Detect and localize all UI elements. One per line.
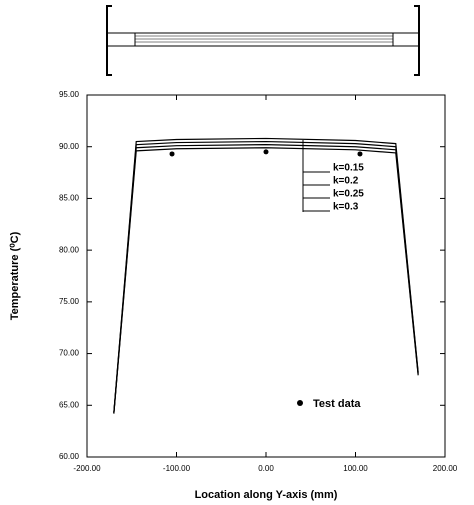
series-line: [113, 144, 419, 414]
x-tick-label: 0.00: [258, 464, 274, 473]
x-tick-label: 200.00: [433, 464, 458, 473]
y-axis-label: Temperature (⁰C): [9, 231, 21, 320]
series-line: [113, 140, 419, 413]
y-tick-label: 95.00: [59, 90, 80, 99]
test-point: [263, 149, 269, 155]
y-tick-label: 70.00: [59, 349, 80, 358]
x-tick-label: -100.00: [163, 464, 191, 473]
test-point: [169, 151, 175, 157]
x-tick-label: -200.00: [73, 464, 101, 473]
y-tick-label: 80.00: [59, 245, 80, 254]
legend-label: k=0.3: [333, 202, 359, 213]
y-tick-label: 85.00: [59, 194, 80, 203]
x-tick-label: 100.00: [343, 464, 368, 473]
legend-label: Test data: [313, 398, 361, 410]
y-tick-label: 75.00: [59, 297, 80, 306]
legend-marker: [297, 400, 303, 406]
legend-label: k=0.2: [333, 176, 359, 187]
series-line: [113, 137, 419, 413]
legend-label: k=0.25: [333, 189, 364, 200]
y-tick-label: 65.00: [59, 400, 80, 409]
legend-label: k=0.15: [333, 163, 364, 174]
y-tick-label: 90.00: [59, 142, 80, 151]
series-line: [113, 147, 419, 414]
test-point: [357, 151, 363, 157]
x-axis-label: Location along Y-axis (mm): [195, 489, 338, 501]
y-tick-label: 60.00: [59, 452, 80, 461]
schematic: [106, 5, 420, 76]
